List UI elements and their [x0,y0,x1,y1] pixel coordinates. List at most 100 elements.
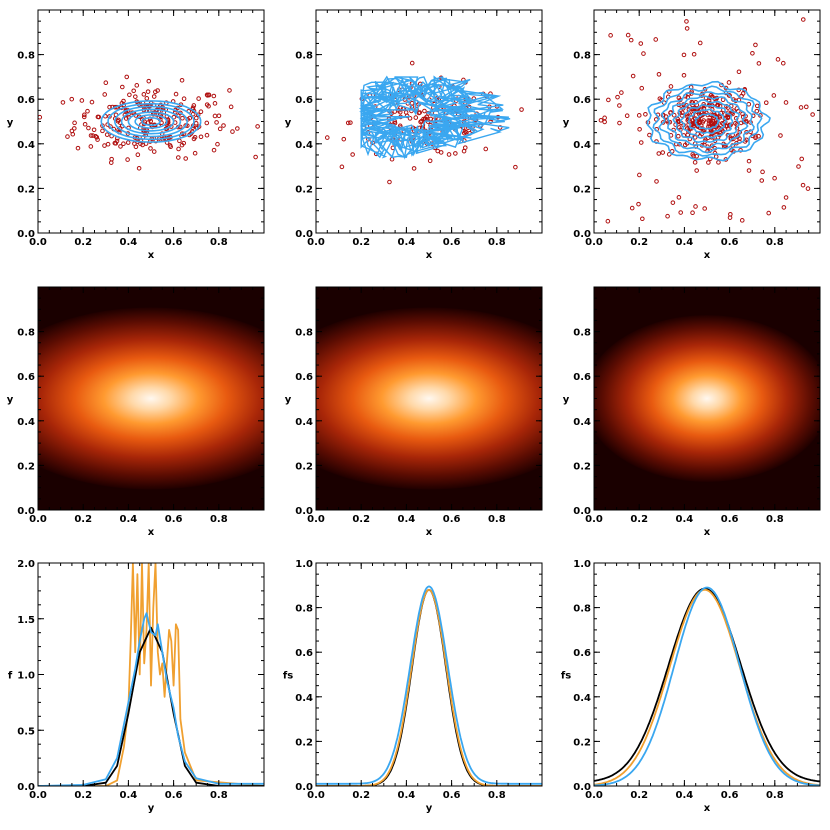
y-tick-label: 0.4 [17,140,35,151]
x-tick-label: 0.8 [210,237,228,248]
scatter-point [217,126,223,132]
plot-frame [37,9,265,234]
x-tick-label: 0.2 [74,514,92,525]
scatter-point [605,218,611,224]
scatter-point [214,120,219,125]
scatter-point [173,91,179,97]
scatter-point [800,17,806,22]
scatter-point [719,126,724,132]
panel-top-left: 0.0 0.2 0.4 0.6 0.8 0.0 0.2 0.4 0.6 0.8 x y [7,9,265,261]
scatter-point [133,94,138,99]
scatter-point [692,160,698,165]
plot-frame [315,562,543,787]
contour-line [360,77,474,151]
scatter-point [608,33,613,38]
scatter-point [690,210,695,215]
y-tick-label: 0.8 [295,328,313,339]
scatter-point [754,103,760,109]
scatter-point [146,78,152,84]
x-tick-label: 0.6 [165,790,183,801]
scatter-point [196,124,202,129]
scatter-point [733,121,738,126]
series-line-orange [594,588,820,786]
scatter-point [100,128,105,134]
scatter-point [96,114,102,120]
panel-top-middle: 0.0 0.2 0.4 0.6 0.8 0.0 0.2 0.4 0.6 0.8 x y [285,9,543,261]
x-tick-label: 0.8 [488,790,506,801]
scatter-point [756,61,762,66]
scatter-point [89,99,95,105]
scatter-point [176,155,181,160]
series-line-black [594,587,820,783]
scatter-point [88,133,94,138]
x-axis-label: x [704,803,711,814]
y-tick-label: 0.8 [573,51,591,62]
scatter-point [772,175,777,181]
scatter-point [69,96,75,102]
scatter-point [108,160,114,165]
contour-line [694,112,720,130]
x-tick-label: 0.8 [210,514,228,525]
scatter-point [519,107,524,112]
scatter-point [760,169,765,175]
scatter-point [196,96,201,101]
y-tick-label: 0.8 [573,604,591,615]
y-tick-label: 0.6 [295,648,313,659]
y-tick-label: 1.0 [295,559,313,570]
x-tick-label: 0.4 [120,790,138,801]
scatter-point [678,210,684,215]
x-tick-label: 0.8 [210,790,228,801]
panel-bottom-right: 0.0 0.2 0.4 0.6 0.8 0.0 0.2 0.4 0.6 0.8 1.0 x fs [561,559,821,814]
scatter-point [725,132,731,138]
y-tick-label: 0.6 [295,95,313,106]
scatter-point [183,156,188,161]
scatter-point [191,103,197,108]
scatter-point [694,168,699,173]
scatter-point [204,132,210,138]
x-tick-label: 0.0 [307,790,325,801]
scatter-point [750,51,755,56]
y-tick-label: 0.0 [573,229,591,240]
scatter-point [766,210,772,216]
contour-line [120,108,182,135]
x-tick-label: 0.0 [29,514,47,525]
x-tick-label: 0.4 [676,790,694,801]
scatter-point [754,108,760,114]
scatter-point [216,113,222,119]
heatmap-density [594,315,820,482]
y-tick-label: 0.2 [295,461,313,472]
scatter-point [684,19,689,24]
contour-line [672,99,741,144]
scatter-point [419,118,424,124]
scatter-point [253,154,258,160]
scatter-point [781,205,787,210]
scatter-point [656,72,662,77]
scatter-point [409,60,415,66]
scatter-point [93,134,99,139]
scatter-point [706,160,711,165]
x-tick-label: 0.8 [766,237,784,248]
scatter-point [195,112,201,118]
contour-line [100,100,202,143]
scatter-point [113,141,119,146]
y-tick-label: 0.4 [573,140,591,151]
y-axis-label: y [563,395,570,406]
contour-line [127,111,175,132]
scatter-point [625,32,631,38]
scatter-point [727,93,732,98]
scatter-point [227,88,232,93]
contour-line [658,91,755,154]
scatter-point [422,108,427,114]
scatter-point [803,104,809,110]
scatter-point [141,92,147,97]
scatter-point [103,80,109,86]
scatter-point [641,51,646,56]
scatter-point [86,125,91,131]
plot-area [324,60,524,185]
scatter-point [446,152,452,157]
scatter-point [682,142,688,148]
y-tick-label: 0.0 [295,782,313,793]
x-tick-label: 0.0 [307,514,325,525]
y-axis-label: y [7,118,14,129]
y-tick-label: 0.4 [573,693,591,704]
